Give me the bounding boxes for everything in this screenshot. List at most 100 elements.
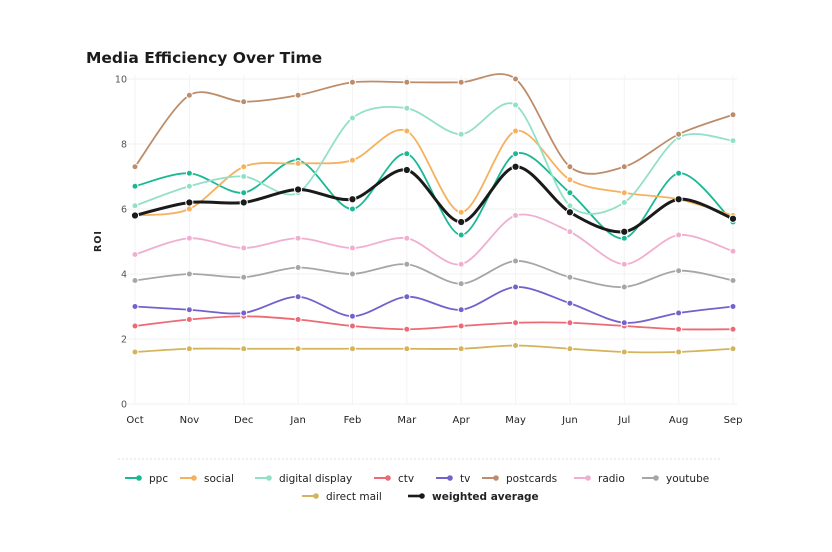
data-point-ctv <box>294 316 302 323</box>
data-point-radio <box>729 247 737 255</box>
y-tick-label: 8 <box>121 140 127 151</box>
legend-item-radio[interactable]: radio <box>574 473 625 485</box>
legend-label: ctv <box>398 473 414 485</box>
data-point-postcards <box>457 78 465 86</box>
data-point-postcards <box>675 130 683 138</box>
data-point-social <box>185 205 193 213</box>
series-line-direct-mail <box>134 344 734 354</box>
data-point-radio <box>185 234 193 242</box>
legend-item-youtube[interactable]: youtube <box>642 473 709 485</box>
series-radio <box>131 212 737 268</box>
x-tick-label: Dec <box>234 415 253 426</box>
legend-item-ctv[interactable]: ctv <box>374 473 414 485</box>
data-point-social <box>348 156 356 164</box>
series-line-postcards <box>134 73 734 175</box>
legend-label: postcards <box>506 473 557 485</box>
series-line-ctv <box>134 315 734 331</box>
data-point-radio <box>620 260 628 268</box>
x-tick-label: Aug <box>669 415 689 426</box>
data-point-tv <box>566 299 574 307</box>
data-point-digital-display <box>457 130 465 138</box>
data-point-youtube <box>294 264 302 271</box>
series-youtube <box>131 257 737 291</box>
series-digital-display <box>131 101 737 215</box>
data-point-tv <box>457 306 465 314</box>
legend-item-postcards[interactable]: postcards <box>482 473 557 485</box>
legend-item-weighted-average[interactable]: weighted average <box>408 491 539 503</box>
data-point-direct-mail <box>675 348 683 356</box>
x-tick-label: Jan <box>289 415 305 426</box>
y-tick-label: 4 <box>121 270 127 281</box>
data-point-direct-mail <box>131 348 139 356</box>
data-point-digital-display <box>729 137 737 145</box>
data-point-tv <box>512 283 520 291</box>
legend-item-digital-display[interactable]: digital display <box>255 473 352 485</box>
data-point-weighted-average <box>620 227 629 236</box>
data-point-radio <box>566 228 574 236</box>
data-point-direct-mail <box>566 345 574 353</box>
data-point-direct-mail <box>348 345 356 353</box>
data-point-direct-mail <box>512 342 520 349</box>
data-point-postcards <box>566 163 574 171</box>
data-point-weighted-average <box>728 214 738 223</box>
data-point-ppc <box>675 169 683 177</box>
data-point-ppc <box>240 189 248 197</box>
data-point-digital-display <box>185 182 193 190</box>
legend-item-social[interactable]: social <box>180 473 234 485</box>
legend-swatch-marker <box>191 475 197 481</box>
legend-swatch-marker <box>419 493 425 499</box>
data-point-youtube <box>403 260 411 268</box>
data-point-tv <box>403 293 411 301</box>
data-point-weighted-average <box>511 162 520 171</box>
legend-item-direct-mail[interactable]: direct mail <box>302 491 382 503</box>
legend-label: digital display <box>279 473 352 485</box>
data-point-digital-display <box>348 114 356 122</box>
data-point-radio <box>131 251 139 258</box>
data-point-direct-mail <box>185 345 193 353</box>
legend-swatch-marker <box>653 475 659 481</box>
data-point-postcards <box>294 91 302 99</box>
legend-item-ppc[interactable]: ppc <box>125 473 168 485</box>
x-tick-layer: Oct Nov Dec Jan Feb Mar Apr May Jun Jul Aug Sep <box>126 415 742 426</box>
data-point-weighted-average <box>348 195 357 204</box>
data-point-direct-mail <box>403 345 411 353</box>
data-point-ctv <box>566 319 574 327</box>
legend-swatch-marker <box>266 475 272 481</box>
legend-item-tv[interactable]: tv <box>436 473 470 485</box>
data-point-ppc <box>185 169 193 177</box>
x-tick-label: Feb <box>344 415 362 426</box>
data-point-radio <box>512 212 520 219</box>
series-layer <box>130 73 738 356</box>
data-point-weighted-average <box>457 217 466 227</box>
data-point-social <box>240 163 248 171</box>
data-point-ppc <box>457 231 465 239</box>
legend-label: tv <box>460 473 470 485</box>
data-point-social <box>620 189 628 197</box>
legend-swatch-marker <box>136 475 142 481</box>
data-point-tv <box>294 293 302 301</box>
series-direct-mail <box>131 342 737 356</box>
data-point-ctv <box>131 322 139 330</box>
data-point-social <box>512 127 520 135</box>
data-point-digital-display <box>131 202 139 210</box>
data-point-weighted-average <box>674 195 683 204</box>
data-point-tv <box>620 319 628 327</box>
data-point-social <box>457 208 465 216</box>
y-axis-label: ROI <box>93 230 104 252</box>
data-point-direct-mail <box>620 348 628 356</box>
legend-swatch-marker <box>585 475 591 481</box>
data-point-weighted-average <box>185 198 194 207</box>
data-point-ctv <box>185 316 193 323</box>
data-point-weighted-average <box>402 165 411 175</box>
data-point-radio <box>457 260 465 268</box>
y-tick-label: 0 <box>121 400 127 411</box>
data-point-weighted-average <box>239 198 248 207</box>
data-point-youtube <box>729 277 737 284</box>
data-point-ppc <box>620 234 628 242</box>
y-tick-layer: 0 2 4 6 8 10 <box>115 75 127 411</box>
data-point-tv <box>131 303 139 310</box>
data-point-postcards <box>131 163 139 171</box>
data-point-radio <box>294 234 302 242</box>
series-postcards <box>131 73 737 175</box>
